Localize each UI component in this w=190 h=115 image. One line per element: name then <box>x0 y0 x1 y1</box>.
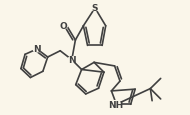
Ellipse shape <box>110 101 121 108</box>
Text: S: S <box>92 4 98 13</box>
Text: N: N <box>33 45 41 54</box>
Text: O: O <box>59 22 67 30</box>
Text: N: N <box>68 56 76 65</box>
Ellipse shape <box>59 23 68 29</box>
Text: NH: NH <box>108 100 123 109</box>
Ellipse shape <box>33 47 41 52</box>
Ellipse shape <box>68 57 76 63</box>
Ellipse shape <box>91 6 99 12</box>
